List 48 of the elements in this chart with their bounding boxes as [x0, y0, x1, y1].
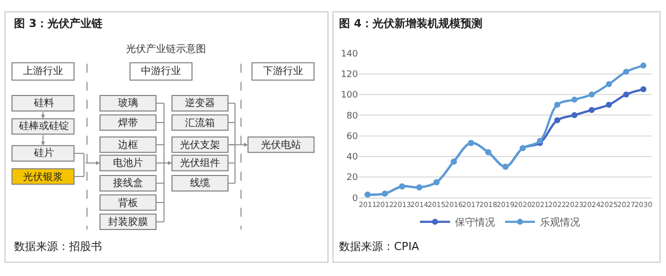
y-tick-label: 120 [340, 70, 358, 80]
point [588, 91, 595, 98]
point [640, 86, 646, 92]
text: 光伏产业链示意图 [126, 43, 206, 55]
legend-label: 乐观情况 [540, 216, 580, 229]
point [571, 112, 578, 118]
text: 电池片 [113, 157, 143, 169]
point [536, 138, 543, 144]
y-tick-label: 20 [346, 173, 358, 184]
source-note: 数据来源：CPIA [339, 240, 420, 253]
text: 硅片 [33, 147, 54, 159]
point [623, 91, 630, 98]
y-tick-label: 60 [346, 132, 358, 142]
text: 线缆 [190, 177, 210, 189]
y-tick-label: 40 [346, 152, 358, 163]
text: 硅棒或硅锭 [18, 120, 69, 132]
text: 光伏支架 [180, 139, 220, 151]
text: 玻璃 [118, 97, 138, 109]
text: 下游行业 [263, 65, 303, 77]
point [640, 62, 646, 69]
source-note: 数据来源：招股书 [14, 240, 102, 253]
text: 汇流箱 [185, 117, 215, 129]
y-tick-label: 100 [340, 90, 358, 101]
text: 焊带 [118, 117, 138, 129]
point [623, 68, 630, 75]
y-tick-label: 140 [340, 49, 358, 60]
point [571, 96, 578, 103]
text: 光伏电站 [261, 139, 301, 151]
text: 光伏银浆 [23, 171, 63, 183]
text: 封装胶膜 [108, 216, 148, 228]
text: 光伏组件 [180, 157, 220, 169]
point [554, 117, 560, 124]
chart-title: 图 4：光伏新增装机规模预测 [339, 17, 482, 30]
point [606, 102, 612, 108]
text: 背板 [118, 197, 138, 209]
point [554, 102, 560, 108]
y-tick-label: 80 [346, 111, 358, 122]
point [588, 106, 595, 113]
text: 图 3：光伏产业链 [14, 17, 104, 30]
text: 上游行业 [23, 65, 63, 77]
text: 边框 [118, 139, 138, 151]
text: 逆变器 [185, 97, 215, 109]
text: 中游行业 [141, 65, 181, 77]
text: 接线盒 [113, 177, 143, 189]
legend-label: 保守情况 [455, 216, 495, 229]
text: 硅料 [33, 97, 54, 109]
point [606, 81, 612, 88]
y-tick-label: 0 [352, 194, 358, 204]
